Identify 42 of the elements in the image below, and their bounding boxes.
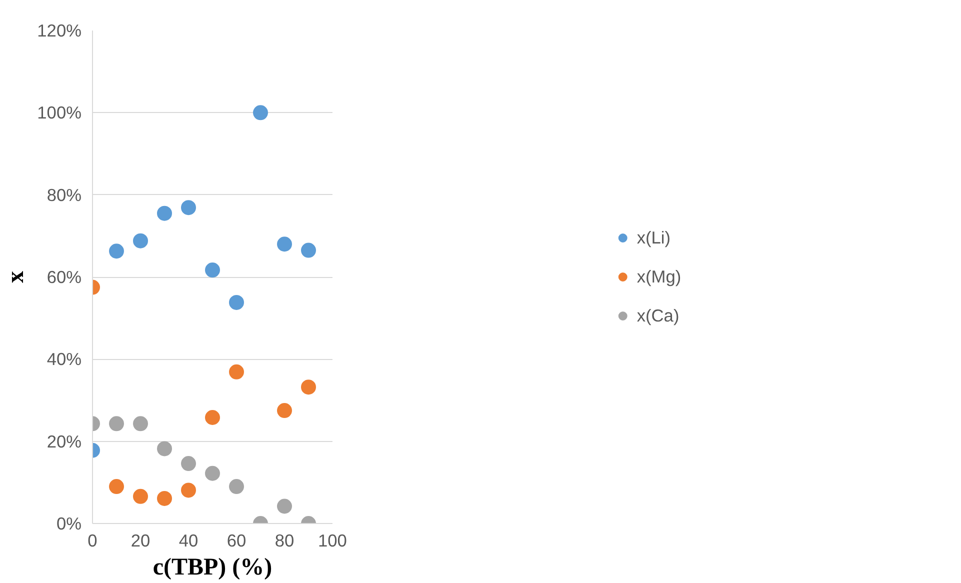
point [181,456,196,472]
legend-label: x(Ca) [636,305,680,326]
y-tick-label: 40% [46,349,82,370]
point [229,479,244,494]
point [205,262,220,278]
x-tick-label: 80 [274,530,294,550]
point [181,200,196,216]
point [109,244,124,259]
legend-label: x(Li) [636,227,671,248]
point [301,242,316,258]
x-tick-label: 0 [88,530,98,550]
legend-label: x(Mg) [636,266,682,287]
y-tick-label: 80% [46,184,82,205]
point [109,416,124,432]
point [205,466,220,481]
point [229,294,244,310]
point [301,380,316,395]
point [181,482,196,498]
point [133,416,148,432]
point [157,206,172,221]
y-axis-title: x [3,271,30,283]
point [133,488,148,504]
point [205,410,220,425]
point [229,364,244,380]
x-tick-label: 100 [318,530,347,550]
point [157,441,172,456]
point [277,236,292,252]
y-tick-label: 0% [56,514,82,534]
y-tick-label: 100% [37,102,82,123]
point [109,479,124,494]
point [133,233,148,248]
x-tick-label: 20 [130,530,150,550]
x-tick-label: 40 [178,530,198,550]
x-axis-title: c(TBP) (%) [152,554,272,580]
point [277,498,292,514]
y-tick-label: 20% [46,431,82,452]
point [253,105,268,120]
y-tick-label: 120% [37,20,82,40]
y-tick-label: 60% [46,267,82,287]
point [157,490,172,506]
x-tick-label: 60 [226,530,246,550]
point [277,403,292,418]
